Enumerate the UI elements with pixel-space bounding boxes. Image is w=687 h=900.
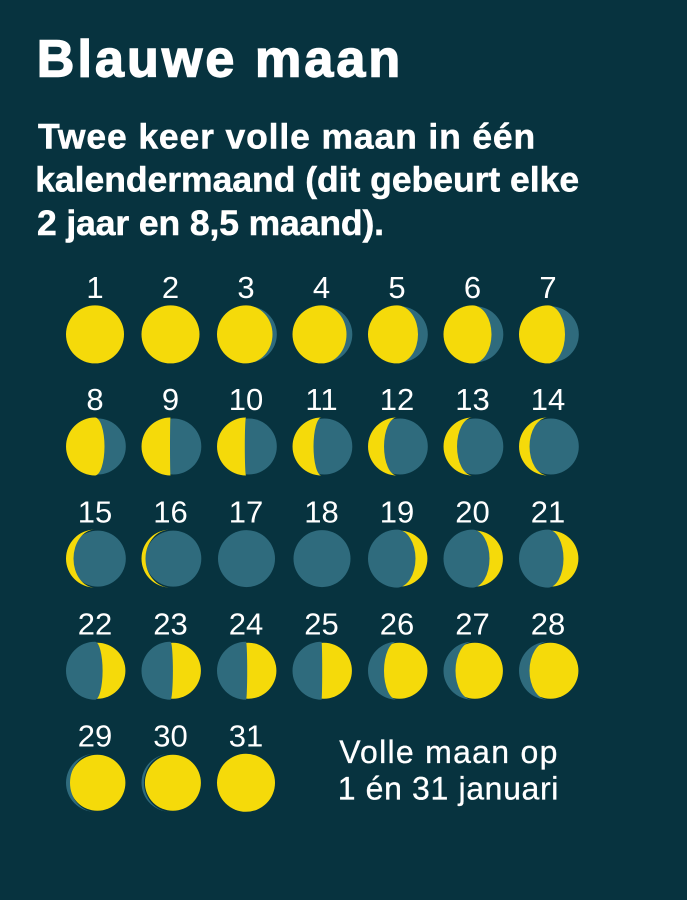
svg-text:9: 9 <box>162 382 179 417</box>
svg-text:2 jaar en 8,5 maand).: 2 jaar en 8,5 maand). <box>37 203 384 243</box>
svg-text:23: 23 <box>153 606 187 641</box>
svg-text:Blauwe maan: Blauwe maan <box>37 30 403 88</box>
svg-text:5: 5 <box>388 270 405 305</box>
svg-text:18: 18 <box>304 494 338 529</box>
svg-text:8: 8 <box>86 382 103 417</box>
svg-text:31: 31 <box>229 719 263 754</box>
svg-text:1: 1 <box>86 270 103 305</box>
svg-text:21: 21 <box>531 494 565 529</box>
svg-text:12: 12 <box>380 382 414 417</box>
svg-text:30: 30 <box>153 719 187 754</box>
svg-text:28: 28 <box>531 606 565 641</box>
svg-text:Volle maan op: Volle maan op <box>339 734 558 770</box>
svg-text:3: 3 <box>237 270 254 305</box>
svg-text:13: 13 <box>455 382 489 417</box>
svg-text:17: 17 <box>229 494 263 529</box>
svg-text:10: 10 <box>229 382 263 417</box>
svg-text:kalendermaand (dit gebeurt elk: kalendermaand (dit gebeurt elke <box>35 160 579 200</box>
svg-text:1 én 31 januari: 1 én 31 januari <box>338 771 559 807</box>
svg-text:11: 11 <box>305 382 337 417</box>
svg-text:22: 22 <box>78 606 112 641</box>
svg-text:2: 2 <box>162 270 179 305</box>
svg-text:16: 16 <box>153 494 187 529</box>
svg-text:15: 15 <box>78 494 112 529</box>
svg-text:25: 25 <box>304 606 338 641</box>
svg-text:19: 19 <box>380 494 414 529</box>
svg-text:27: 27 <box>455 606 489 641</box>
svg-text:14: 14 <box>531 382 565 417</box>
svg-text:24: 24 <box>229 606 263 641</box>
svg-text:6: 6 <box>464 270 481 305</box>
svg-text:7: 7 <box>539 270 556 305</box>
svg-text:4: 4 <box>313 270 330 305</box>
svg-text:Twee keer volle maan in één: Twee keer volle maan in één <box>38 116 536 156</box>
svg-text:26: 26 <box>380 606 414 641</box>
svg-text:20: 20 <box>455 494 489 529</box>
svg-text:29: 29 <box>78 719 112 754</box>
